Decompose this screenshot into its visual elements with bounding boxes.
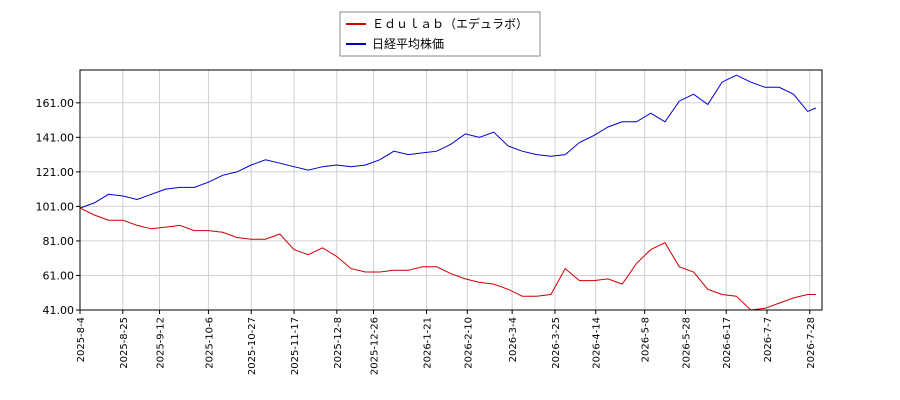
x-tick-label: 2026-7-28 (806, 317, 817, 369)
x-tick-label: 2025-12-8 (333, 317, 344, 369)
x-tick-label: 2026-1-21 (423, 317, 434, 369)
y-tick-label: 121.00 (36, 166, 75, 179)
legend-label: Ｅｄｕｌａｂ（エデュラボ） (372, 16, 528, 31)
legend-box (339, 11, 541, 57)
series-line (79, 74, 817, 209)
legend-label: 日経平均株価 (372, 36, 444, 51)
x-tick-label: 2025-10-6 (204, 317, 215, 369)
y-tick-label: 61.00 (43, 269, 75, 282)
x-tick-label: 2026-3-25 (551, 317, 562, 369)
y-tick-label: 141.00 (36, 131, 75, 144)
plot-frame (79, 69, 823, 311)
x-tick-label: 2025-10-27 (247, 317, 258, 375)
x-tick-label: 2025-9-12 (156, 317, 167, 369)
y-tick-label: 161.00 (36, 97, 75, 110)
x-tick-label: 2026-4-14 (592, 317, 603, 369)
series-line (79, 207, 816, 311)
y-tick-label: 81.00 (43, 235, 75, 248)
x-tick-label: 2025-11-17 (290, 317, 301, 375)
x-tick-label: 2026-6-17 (722, 317, 733, 369)
x-tick-label: 2026-5-28 (681, 317, 692, 369)
x-tick-label: 2026-5-8 (641, 317, 652, 362)
x-tick-label: 2026-2-10 (463, 317, 474, 369)
x-tick-label: 2026-7-7 (763, 317, 774, 362)
x-tick-label: 2026-3-4 (508, 317, 519, 362)
x-tick-label: 2025-12-26 (370, 317, 381, 375)
x-tick-label: 2025-8-25 (119, 317, 130, 369)
x-tick-label: 2025-8-4 (76, 317, 87, 362)
y-tick-label: 101.00 (36, 200, 75, 213)
y-tick-label: 41.00 (43, 304, 75, 317)
